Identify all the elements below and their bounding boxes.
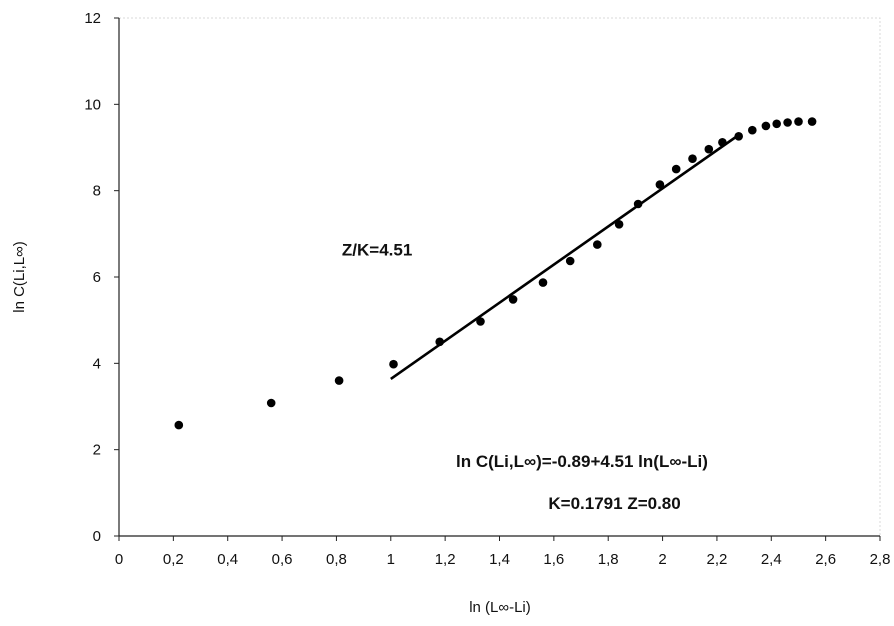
x-tick-label: 1 (387, 551, 395, 568)
data-point (688, 154, 697, 163)
x-tick-label: 1,6 (543, 551, 564, 568)
x-tick-label: 2 (658, 551, 666, 568)
data-point (794, 117, 803, 126)
data-point (266, 398, 276, 408)
x-tick-label: 1,4 (489, 551, 510, 568)
data-point (593, 240, 602, 249)
y-tick-label: 8 (93, 183, 101, 200)
y-tick-label: 2 (93, 442, 101, 459)
plot-frame (118, 17, 881, 537)
y-tick-label: 4 (93, 355, 101, 372)
x-tick-label: 0,6 (272, 551, 293, 568)
data-point (772, 119, 781, 129)
data-point (783, 118, 792, 127)
y-tick-label: 6 (93, 269, 101, 286)
data-point (704, 144, 714, 154)
data-point (538, 278, 548, 287)
annotation-params: K=0.1791 Z=0.80 (548, 494, 680, 513)
data-point (565, 256, 575, 266)
data-point (476, 317, 485, 326)
data-point (807, 117, 817, 126)
data-point (671, 164, 681, 174)
x-tick-label: 0 (115, 551, 123, 568)
x-tick-label: 2,4 (761, 551, 782, 568)
data-point (334, 376, 344, 385)
annotation-zk: Z/K=4.51 (342, 240, 412, 259)
x-tick-label: 1,8 (598, 551, 619, 568)
x-tick-label: 2,8 (870, 551, 891, 568)
y-tick-label: 12 (84, 10, 101, 27)
data-point (508, 295, 518, 304)
data-point (748, 125, 757, 135)
y-ticks: 0 2 4 6 8 10 12 (84, 10, 119, 545)
x-ticks: 0 0,2 0,4 0,6 0,8 1 1,2 1,4 1,6 1,8 2 2,2 2,4 2,6 2,8 (115, 536, 891, 568)
x-axis-label: ln (L∞-Li) (469, 599, 531, 616)
data-point (389, 359, 398, 369)
annotation-equation: ln C(Li,L∞)=-0.89+4.51 ln(L∞-Li) (456, 452, 708, 471)
annotation-layer: Z/K=4.51 ln C(Li,L∞)=-0.89+4.51 ln(L∞-Li)… (342, 240, 708, 512)
y-tick-label: 0 (93, 528, 101, 545)
x-tick-label: 0,4 (217, 551, 238, 568)
x-tick-label: 2,6 (815, 551, 836, 568)
data-point (761, 121, 771, 131)
x-tick-label: 0,2 (163, 551, 184, 568)
x-tick-label: 2,2 (706, 551, 727, 568)
regression-line (390, 133, 740, 380)
data-point (655, 180, 665, 189)
y-tick-label: 10 (84, 96, 101, 113)
x-tick-label: 1,2 (435, 551, 456, 568)
data-point (174, 420, 184, 430)
series-layer (174, 117, 817, 430)
y-axis-label: ln C(Li,L∞) (11, 241, 28, 313)
x-tick-label: 0,8 (326, 551, 347, 568)
data-point (614, 220, 624, 229)
